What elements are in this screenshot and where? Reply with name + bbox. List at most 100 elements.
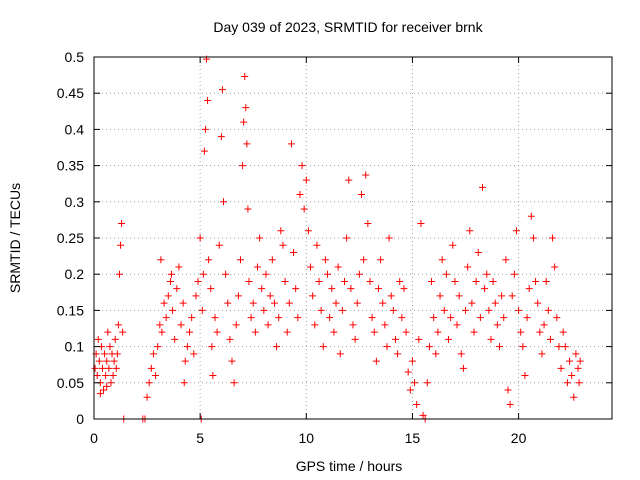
data-point <box>351 335 359 343</box>
data-point <box>472 277 480 285</box>
data-point <box>119 328 127 336</box>
data-point <box>199 270 207 278</box>
data-point <box>177 321 185 329</box>
data-point <box>551 263 559 271</box>
data-point <box>96 390 104 398</box>
data-point <box>493 321 501 329</box>
data-point <box>540 321 548 329</box>
data-point <box>383 343 391 351</box>
x-tick-label: 5 <box>196 430 204 446</box>
data-point <box>451 277 459 285</box>
data-point <box>319 343 327 351</box>
data-point <box>428 277 436 285</box>
data-point <box>266 292 274 300</box>
data-point <box>362 171 370 179</box>
data-point <box>512 227 520 235</box>
chart-title: Day 039 of 2023, SRMTID for receiver brn… <box>213 19 483 35</box>
data-point <box>372 357 380 365</box>
y-tick-label: 0.45 <box>57 85 84 101</box>
x-axis-title: GPS time / hours <box>296 458 403 474</box>
data-point <box>98 364 106 372</box>
data-point <box>374 285 382 293</box>
data-point <box>273 343 281 351</box>
data-point <box>260 306 268 314</box>
data-point <box>173 285 181 293</box>
data-point <box>166 277 174 285</box>
data-point <box>563 379 571 387</box>
data-point <box>457 350 465 358</box>
data-point <box>464 263 472 271</box>
data-point <box>336 350 344 358</box>
data-point <box>222 270 230 278</box>
y-tick-label: 0.2 <box>65 266 85 282</box>
data-point <box>391 335 399 343</box>
data-point <box>113 350 121 358</box>
data-point <box>175 263 183 271</box>
data-point <box>326 314 334 322</box>
data-point <box>324 270 332 278</box>
data-point <box>215 241 223 249</box>
data-point <box>292 285 300 293</box>
y-tick-label: 0.15 <box>57 302 84 318</box>
data-point <box>574 364 582 372</box>
data-point <box>101 350 109 358</box>
data-point <box>364 220 372 228</box>
y-tick-label: 0.3 <box>65 194 85 210</box>
data-point <box>243 140 251 148</box>
data-point <box>400 285 408 293</box>
data-point <box>304 227 312 235</box>
data-point <box>559 328 567 336</box>
x-tick-label: 20 <box>511 430 527 446</box>
data-point <box>398 314 406 322</box>
data-point <box>357 191 365 199</box>
data-point <box>347 285 355 293</box>
data-point <box>201 125 209 133</box>
y-tick-label: 0 <box>76 411 84 427</box>
data-point <box>419 411 427 419</box>
data-point <box>192 292 200 300</box>
data-point <box>244 205 252 213</box>
data-point <box>459 364 467 372</box>
data-point <box>529 234 537 242</box>
data-point <box>338 306 346 314</box>
data-point <box>188 314 196 322</box>
y-tick-labels: 0 0.05 0.1 0.15 0.2 0.25 0.3 0.35 0.4 0.45 0.5 <box>57 49 84 427</box>
data-point <box>117 241 125 249</box>
data-point <box>213 328 221 336</box>
data-point <box>143 393 151 401</box>
data-point <box>281 277 289 285</box>
data-point <box>515 306 523 314</box>
data-point <box>476 314 484 322</box>
data-point <box>366 277 374 285</box>
data-point <box>145 379 153 387</box>
data-point <box>440 306 448 314</box>
data-point <box>179 299 187 307</box>
data-point <box>156 321 164 329</box>
data-point <box>315 277 323 285</box>
data-point <box>345 176 353 184</box>
y-tick-label: 0.35 <box>57 158 84 174</box>
data-point <box>298 162 306 170</box>
data-point <box>157 256 165 264</box>
data-point <box>479 183 486 191</box>
data-point <box>200 147 208 155</box>
data-point <box>218 86 226 94</box>
data-point <box>186 328 194 336</box>
data-point <box>525 285 533 293</box>
data-point <box>283 328 291 336</box>
data-point <box>330 328 338 336</box>
data-point <box>307 263 315 271</box>
data-point <box>570 393 578 401</box>
data-point <box>387 292 395 300</box>
data-point <box>368 314 376 322</box>
data-point <box>205 256 213 264</box>
data-point <box>498 292 506 300</box>
y-tick-label: 0.4 <box>65 121 85 137</box>
data-point <box>207 285 215 293</box>
data-point <box>432 350 440 358</box>
data-point <box>226 335 234 343</box>
data-point <box>536 328 544 336</box>
data-point <box>111 335 119 343</box>
data-point <box>275 314 283 322</box>
